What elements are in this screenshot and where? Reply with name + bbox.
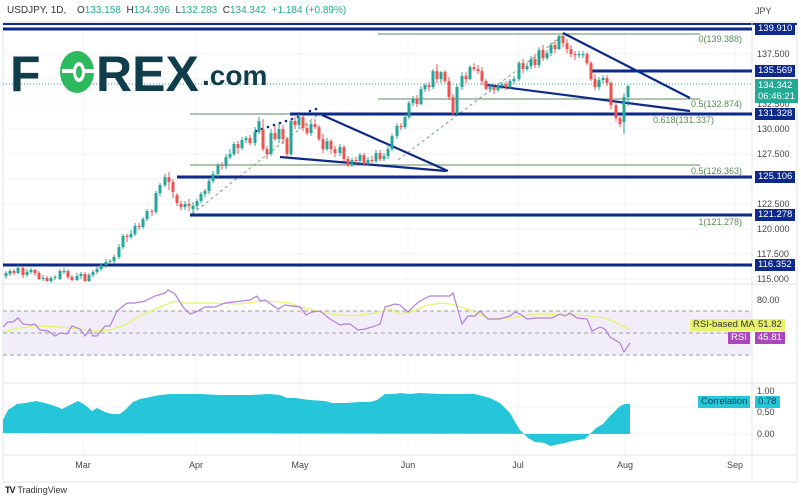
level-tag-131328: 131.328	[755, 108, 796, 120]
chart-header: USDJPY, 1D, O133.158 H134.396 L132.283 C…	[0, 0, 801, 22]
svg-text:Jul: Jul	[512, 460, 524, 470]
svg-text:115.000: 115.000	[757, 274, 789, 284]
level-tag-116352: 116.352	[755, 259, 795, 271]
svg-text:122.500: 122.500	[757, 199, 790, 209]
tradingview-branding[interactable]: TV TradingView	[5, 485, 67, 495]
rsi-levels	[3, 310, 752, 356]
key-levels[interactable]	[3, 27, 752, 267]
vertical-grid	[82, 25, 736, 455]
symbol-label[interactable]: USDJPY, 1D,	[7, 5, 67, 16]
close-label: C	[222, 5, 230, 16]
svg-text:117.500: 117.500	[757, 249, 789, 259]
rsi-legend: RSI	[728, 332, 750, 344]
fib-labels: 0(139.388) 0.5(132.874) 0.618(131.337) 0…	[653, 34, 742, 227]
svg-text:.com: .com	[202, 60, 267, 91]
low-label: L	[175, 5, 182, 16]
rsi-ma-legend: RSI-based MA	[690, 319, 758, 331]
ohlc-values: O133.158 H134.396 L132.283 C134.342 +1.1…	[77, 5, 346, 16]
svg-text:137.500: 137.500	[757, 49, 790, 59]
close-value: 134.342	[229, 5, 267, 16]
high-label: H	[126, 5, 134, 16]
svg-text:Sep: Sep	[727, 460, 743, 470]
bar-countdown: 06:46:21	[758, 91, 795, 102]
chart-frame	[2, 21, 798, 483]
svg-text:132.500: 132.500	[757, 99, 790, 109]
svg-text:0.00: 0.00	[757, 429, 775, 439]
forex-o-icon	[60, 51, 95, 93]
correlation-area	[3, 393, 630, 446]
low-value: 132.283	[181, 5, 218, 16]
forex-logo: F REX .com	[10, 46, 267, 102]
svg-text:REX: REX	[96, 46, 199, 102]
svg-text:1.00: 1.00	[757, 386, 775, 396]
open-value: 133.158	[84, 5, 121, 16]
fib-trend-lines	[191, 33, 566, 215]
correlation-axis: 1.00 0.50 0.00	[757, 386, 775, 439]
svg-text:0.5(132.874): 0.5(132.874)	[691, 99, 742, 109]
svg-text:120.000: 120.000	[757, 224, 790, 234]
price-axis[interactable]: 137.500 132.500 130.000 127.500 122.500 …	[757, 49, 790, 284]
tradingview-label: TradingView	[17, 485, 68, 495]
tradingview-logo-icon: TV	[5, 485, 15, 495]
svg-text:0.5(126.363): 0.5(126.363)	[691, 166, 742, 176]
svg-text:0.50: 0.50	[757, 407, 775, 417]
svg-text:F: F	[10, 46, 41, 102]
correlation-legend: Correlation	[698, 396, 751, 408]
svg-text:Mar: Mar	[75, 460, 91, 470]
svg-text:0(139.388): 0(139.388)	[698, 34, 742, 44]
svg-text:Aug: Aug	[617, 460, 633, 470]
currency-label: JPY	[755, 6, 772, 16]
current-price-tag: 134.342 06:46:21	[755, 79, 798, 103]
time-axis[interactable]: Mar Apr May Jun Jul Aug Sep	[75, 460, 743, 470]
high-value: 134.396	[133, 5, 170, 16]
open-label: O	[77, 5, 85, 16]
svg-text:1(121.278): 1(121.278)	[698, 217, 742, 227]
rsi-line	[2, 289, 631, 354]
change-value: +1.184 (+0.89%)	[271, 5, 347, 16]
svg-text:Jun: Jun	[401, 460, 416, 470]
svg-text:80.00: 80.00	[757, 295, 780, 305]
svg-text:130.000: 130.000	[757, 124, 790, 134]
rsi-ma-value-tag: 51.82	[755, 319, 785, 331]
level-tag-135569: 135.569	[755, 65, 796, 77]
correlation-value-tag: 0.78	[755, 396, 780, 408]
current-price: 134.342	[758, 80, 793, 91]
rsi-ma-line	[2, 300, 631, 333]
level-tag-139910: 139.910	[755, 23, 796, 35]
svg-text:Apr: Apr	[189, 460, 203, 470]
rsi-axis: 80.00	[757, 295, 780, 305]
candlesticks[interactable]	[4, 35, 630, 283]
svg-text:127.500: 127.500	[757, 149, 790, 159]
rsi-value-tag: 45.81	[755, 332, 785, 344]
svg-text:May: May	[291, 460, 309, 470]
level-tag-125106: 125.106	[755, 171, 796, 183]
svg-text:0.618(131.337): 0.618(131.337)	[653, 115, 714, 125]
level-tag-121278: 121.278	[755, 209, 796, 221]
